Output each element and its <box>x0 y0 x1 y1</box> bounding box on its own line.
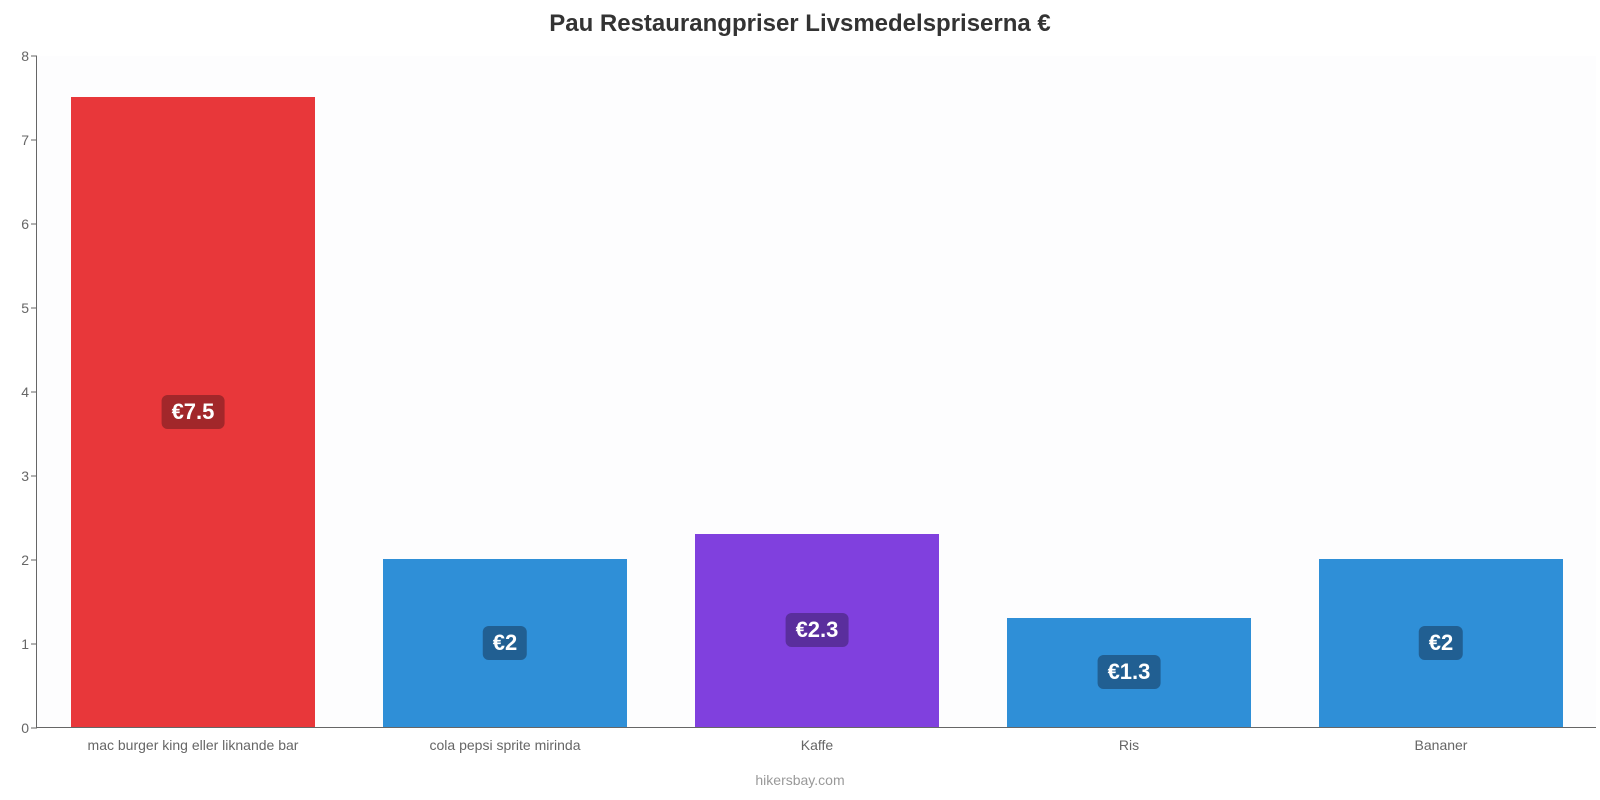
bar: €2 <box>1319 559 1562 727</box>
bar: €2 <box>383 559 626 727</box>
x-tick-label: mac burger king eller liknande bar <box>88 727 299 753</box>
y-tick-mark <box>31 728 37 729</box>
y-tick-mark <box>31 308 37 309</box>
bar-value-label: €2 <box>1419 626 1463 660</box>
chart-footer: hikersbay.com <box>755 772 844 788</box>
x-tick-label: cola pepsi sprite mirinda <box>430 727 581 753</box>
bar: €7.5 <box>71 97 314 727</box>
bar-value-label: €7.5 <box>162 395 225 429</box>
x-tick-label: Bananer <box>1415 727 1468 753</box>
x-tick-label: Kaffe <box>801 727 833 753</box>
y-tick-mark <box>31 140 37 141</box>
y-tick-mark <box>31 560 37 561</box>
bar-value-label: €2 <box>483 626 527 660</box>
bar: €1.3 <box>1007 618 1250 727</box>
chart-title: Pau Restaurangpriser Livsmedelspriserna … <box>0 0 1600 38</box>
plot-area: 012345678€7.5mac burger king eller likna… <box>36 56 1596 728</box>
chart-container: Pau Restaurangpriser Livsmedelspriserna … <box>0 0 1600 800</box>
y-tick-mark <box>31 392 37 393</box>
y-tick-mark <box>31 224 37 225</box>
bar-value-label: €1.3 <box>1098 655 1161 689</box>
x-tick-label: Ris <box>1119 727 1139 753</box>
y-tick-mark <box>31 644 37 645</box>
y-tick-mark <box>31 476 37 477</box>
y-tick-mark <box>31 56 37 57</box>
bar: €2.3 <box>695 534 938 727</box>
bar-value-label: €2.3 <box>786 613 849 647</box>
